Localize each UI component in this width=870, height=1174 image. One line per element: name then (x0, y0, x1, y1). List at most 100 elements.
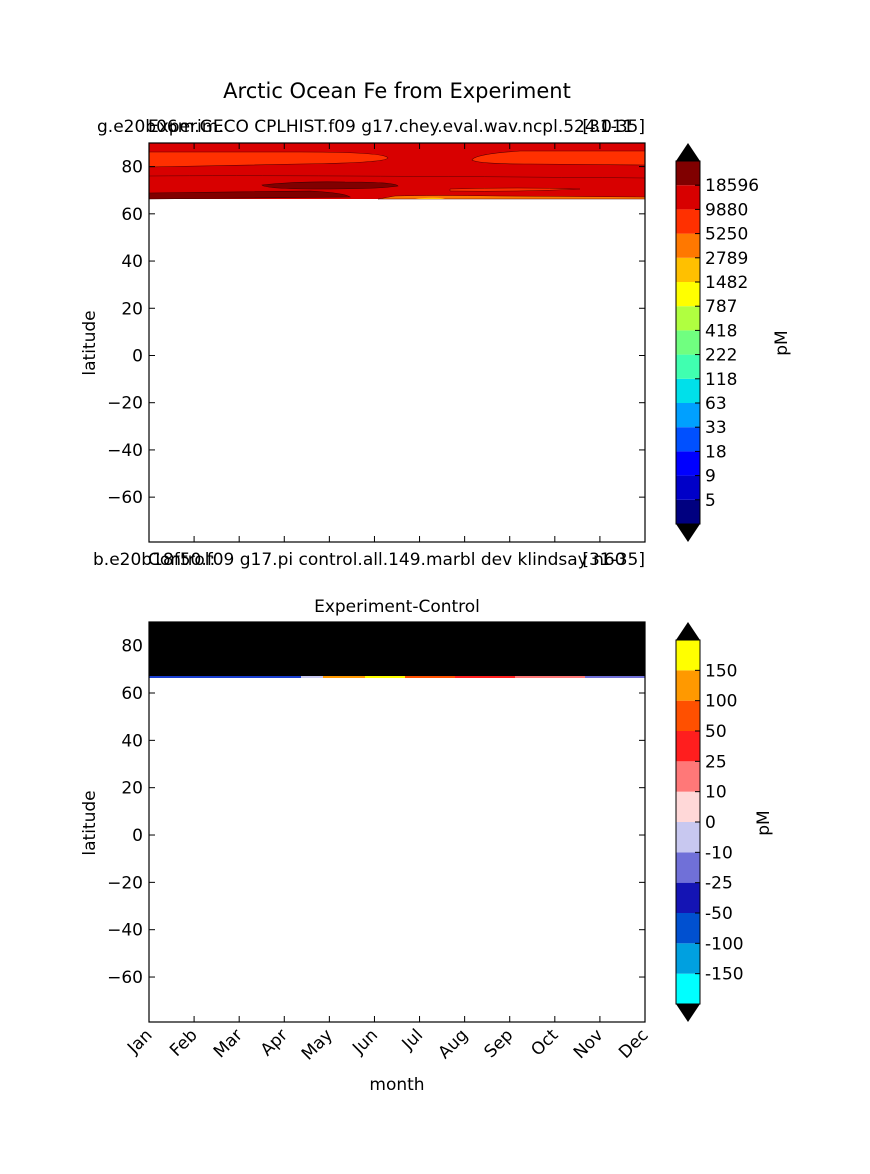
bottom-colorbar-segment (676, 670, 700, 701)
top-ytick-label: 20 (121, 299, 143, 319)
bottom-plot-frame (148, 621, 646, 1023)
bottom-colorbar-extend-max (676, 622, 700, 640)
bottom-ytick-label: 0 (132, 826, 143, 846)
bottom-colorbar-segment (676, 761, 700, 792)
bottom-caption-left: b.e20b18f50.f09 g17.pi control.all.149.m… (93, 550, 626, 570)
month-tick-label: Aug (435, 1025, 473, 1063)
bottom-panel: b.e20b18f50.f09 g17.pi control.all.149.m… (80, 550, 653, 1095)
top-colorbar-tick-label: 9880 (705, 200, 748, 220)
top-contour-band-south-mid (449, 187, 581, 192)
top-colorbar-tick-label: 33 (705, 418, 727, 438)
bottom-plot-background (149, 622, 645, 1022)
month-tick-label: Jan (123, 1025, 156, 1058)
bottom-diff-edge-oct (515, 676, 585, 678)
bottom-diff-edge-may (301, 676, 323, 678)
figure-suptitle: Arctic Ocean Fe from Experiment (223, 79, 571, 103)
bottom-colorbar-tick-label: 10 (705, 783, 727, 803)
month-tick-label: Sep (480, 1025, 517, 1062)
top-colorbar-segment (676, 475, 700, 500)
top-colorbar-segment (676, 161, 700, 186)
bottom-diff-edge-sep (455, 676, 515, 678)
top-colorbar-tick-label: 5 (705, 491, 716, 511)
top-colorbar-segment (676, 257, 700, 282)
month-tick-label: Jun (348, 1025, 382, 1059)
bottom-colorbar-segment (676, 943, 700, 974)
top-colorbar-segment (676, 233, 700, 258)
top-ylabel: latitude (80, 310, 100, 375)
top-title-center: Experim. (148, 117, 224, 137)
top-colorbar-segment (676, 306, 700, 331)
top-colorbar-extend-min (676, 524, 700, 542)
bottom-title: Experiment-Control (314, 597, 480, 617)
bottom-colorbar-tick-label: -25 (705, 874, 733, 894)
bottom-ytick-label: 20 (121, 779, 143, 799)
bottom-colorbar-tick-label: 150 (705, 661, 737, 681)
top-colorbar-tick-label: 2789 (705, 249, 748, 269)
bottom-colorbar-tick-label: -50 (705, 904, 733, 924)
month-tick-label: Nov (570, 1025, 608, 1063)
top-colorbar-segment (676, 185, 700, 210)
bottom-colorbar-tick-label: -150 (705, 965, 744, 985)
top-colorbar-tick-label: 222 (705, 346, 737, 366)
bottom-ylabel: latitude (80, 790, 100, 855)
top-colorbar-tick-label: 118 (705, 370, 737, 390)
top-colorbar-tick-label: 5250 (705, 225, 748, 245)
bottom-colorbar-label: pM (754, 810, 774, 835)
month-tick-label: Feb (166, 1025, 201, 1060)
top-colorbar-segment (676, 499, 700, 524)
bottom-diff-edge-jul (365, 676, 405, 678)
bottom-colorbar-tick-label: 50 (705, 722, 727, 742)
bottom-colorbar-segment (676, 882, 700, 913)
top-contour-band-north-right (471, 150, 646, 166)
bottom-diff-edge-nov (585, 676, 645, 678)
top-ytick-label: 80 (121, 158, 143, 178)
bottom-ytick-label: 60 (121, 684, 143, 704)
top-contour-band-north-left (148, 151, 389, 168)
top-contour-band-edge (377, 195, 646, 200)
month-tick-label: Dec (615, 1025, 652, 1062)
bottom-colorbar-segment (676, 973, 700, 1004)
top-colorbar-tick-label: 1482 (705, 273, 748, 293)
bottom-field (149, 622, 645, 678)
month-tick-label: Apr (257, 1025, 292, 1060)
bottom-caption-center: Control: (148, 550, 215, 570)
top-title-left: g.e20b06m.GECO CPLHIST.f09 g17.chey.eval… (97, 117, 634, 137)
top-colorbar-tick-label: 63 (705, 394, 727, 414)
top-colorbar: 18596 9880 5250 2789 1482 787 418 222 118 63 33 18 9… (675, 143, 792, 542)
top-contour-line-1 (148, 175, 646, 179)
top-x-axis (148, 143, 646, 542)
top-panel: g.e20b06m.GECO CPLHIST.f09 g17.chey.eval… (80, 117, 646, 543)
bottom-colorbar-tick-label: -10 (705, 843, 733, 863)
top-colorbar-label: pM (772, 330, 792, 355)
top-y-axis: 80 60 40 20 0 −20 −40 −60 (107, 158, 645, 508)
top-colorbar-segment (676, 378, 700, 403)
top-field (148, 143, 646, 200)
bottom-colorbar-segment (676, 791, 700, 822)
bottom-colorbar-segment (676, 700, 700, 731)
bottom-colorbar-segment (676, 822, 700, 853)
top-ytick-label: −40 (107, 441, 143, 461)
bottom-colorbar-tick-label: -100 (705, 934, 744, 954)
top-ytick-label: 40 (121, 252, 143, 272)
bottom-colorbar-tick-label: 25 (705, 752, 727, 772)
bottom-ytick-label: −20 (107, 873, 143, 893)
top-colorbar-tick-label: 9 (705, 467, 716, 487)
bottom-ytick-label: 80 (121, 637, 143, 657)
bottom-y-axis: 80 60 40 20 0 −20 −40 −60 (107, 637, 645, 988)
bottom-colorbar-segment (676, 852, 700, 883)
month-tick-label: Jul (398, 1025, 427, 1054)
top-colorbar-segment (676, 427, 700, 452)
bottom-diff-edge-jun (323, 676, 365, 678)
bottom-field-black (149, 622, 645, 676)
top-contour-band-south (148, 190, 351, 200)
top-plot-frame (148, 142, 646, 543)
top-contour-band-edge-2 (415, 197, 445, 199)
top-ytick-label: 60 (121, 205, 143, 225)
top-ytick-label: 0 (132, 346, 143, 366)
top-contour-band-mid (261, 181, 399, 190)
bottom-colorbar-segment (676, 640, 700, 671)
top-colorbar-segment (676, 451, 700, 476)
top-colorbar-segment (676, 403, 700, 428)
top-ytick-label: −20 (107, 394, 143, 414)
